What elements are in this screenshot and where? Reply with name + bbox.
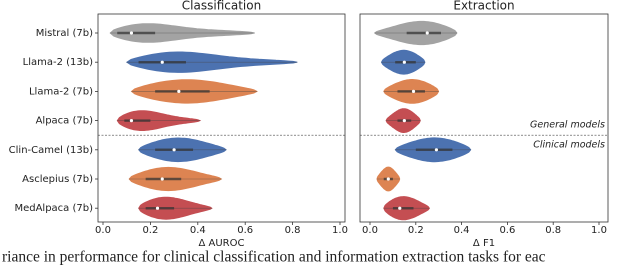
- panel-title: Classification: [182, 0, 261, 13]
- y-tick-label: Llama-2 (7b): [29, 86, 93, 97]
- median: [411, 89, 416, 93]
- annotation: Clinical models: [533, 140, 605, 151]
- median: [402, 119, 406, 123]
- median: [160, 177, 164, 181]
- y-tick-label: Asclepius (7b): [22, 174, 93, 185]
- plot-frame: [97, 13, 346, 223]
- x-tick-label: 0.8: [285, 225, 301, 236]
- median: [402, 60, 406, 64]
- median: [160, 60, 164, 64]
- plot-frame: [359, 13, 609, 223]
- panel-title: Extraction: [453, 0, 514, 13]
- y-tick-label: Alpaca (7b): [36, 116, 94, 127]
- x-axis-label: Δ F1: [473, 238, 495, 249]
- y-tick-label: Clin-Camel (13b): [9, 145, 93, 156]
- x-tick-label: 0.6: [499, 225, 515, 236]
- x-tick-label: 0.8: [545, 225, 561, 236]
- x-tick-label: 1.0: [591, 225, 607, 236]
- annotation: General models: [530, 120, 605, 131]
- median: [398, 206, 402, 210]
- median: [172, 148, 176, 152]
- x-axis-label: Δ AUROC: [199, 238, 245, 249]
- x-tick-label: 0.0: [95, 225, 111, 236]
- caption: riance in performance for clinical class…: [2, 249, 546, 266]
- x-tick-label: 0.2: [142, 225, 158, 236]
- median: [434, 148, 439, 152]
- median: [129, 119, 134, 123]
- x-tick-label: 0.2: [408, 225, 424, 236]
- x-tick-label: 0.4: [454, 225, 470, 236]
- x-tick-label: 0.6: [237, 225, 253, 236]
- median: [386, 177, 390, 181]
- median: [129, 31, 134, 35]
- x-tick-label: 0.4: [190, 225, 206, 236]
- y-tick-label: Mistral (7b): [36, 28, 93, 39]
- y-tick-label: MedAlpaca (7b): [14, 203, 93, 214]
- x-tick-label: 1.0: [332, 225, 348, 236]
- y-tick-label: Llama-2 (13b): [23, 57, 93, 68]
- median: [425, 31, 429, 35]
- median: [155, 206, 160, 210]
- median: [177, 89, 181, 93]
- x-tick-label: 0.0: [362, 225, 378, 236]
